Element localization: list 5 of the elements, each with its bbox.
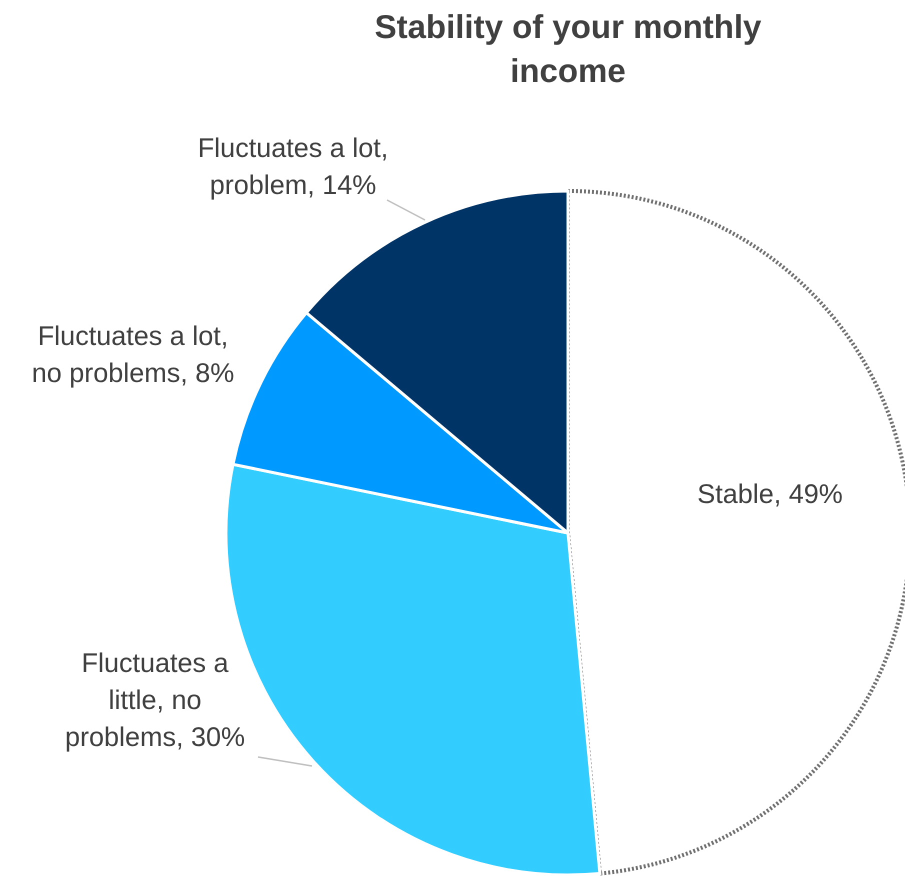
slice-label: Fluctuates a lot, no problems, 8% [32,321,234,388]
slice-label: Stable, 49% [697,479,843,509]
slice-label: Fluctuates a little, no problems, 30% [64,648,246,752]
chart-title: Stability of your monthly income [374,8,762,89]
slice-label: Fluctuates a lot, problem, 14% [198,133,388,200]
